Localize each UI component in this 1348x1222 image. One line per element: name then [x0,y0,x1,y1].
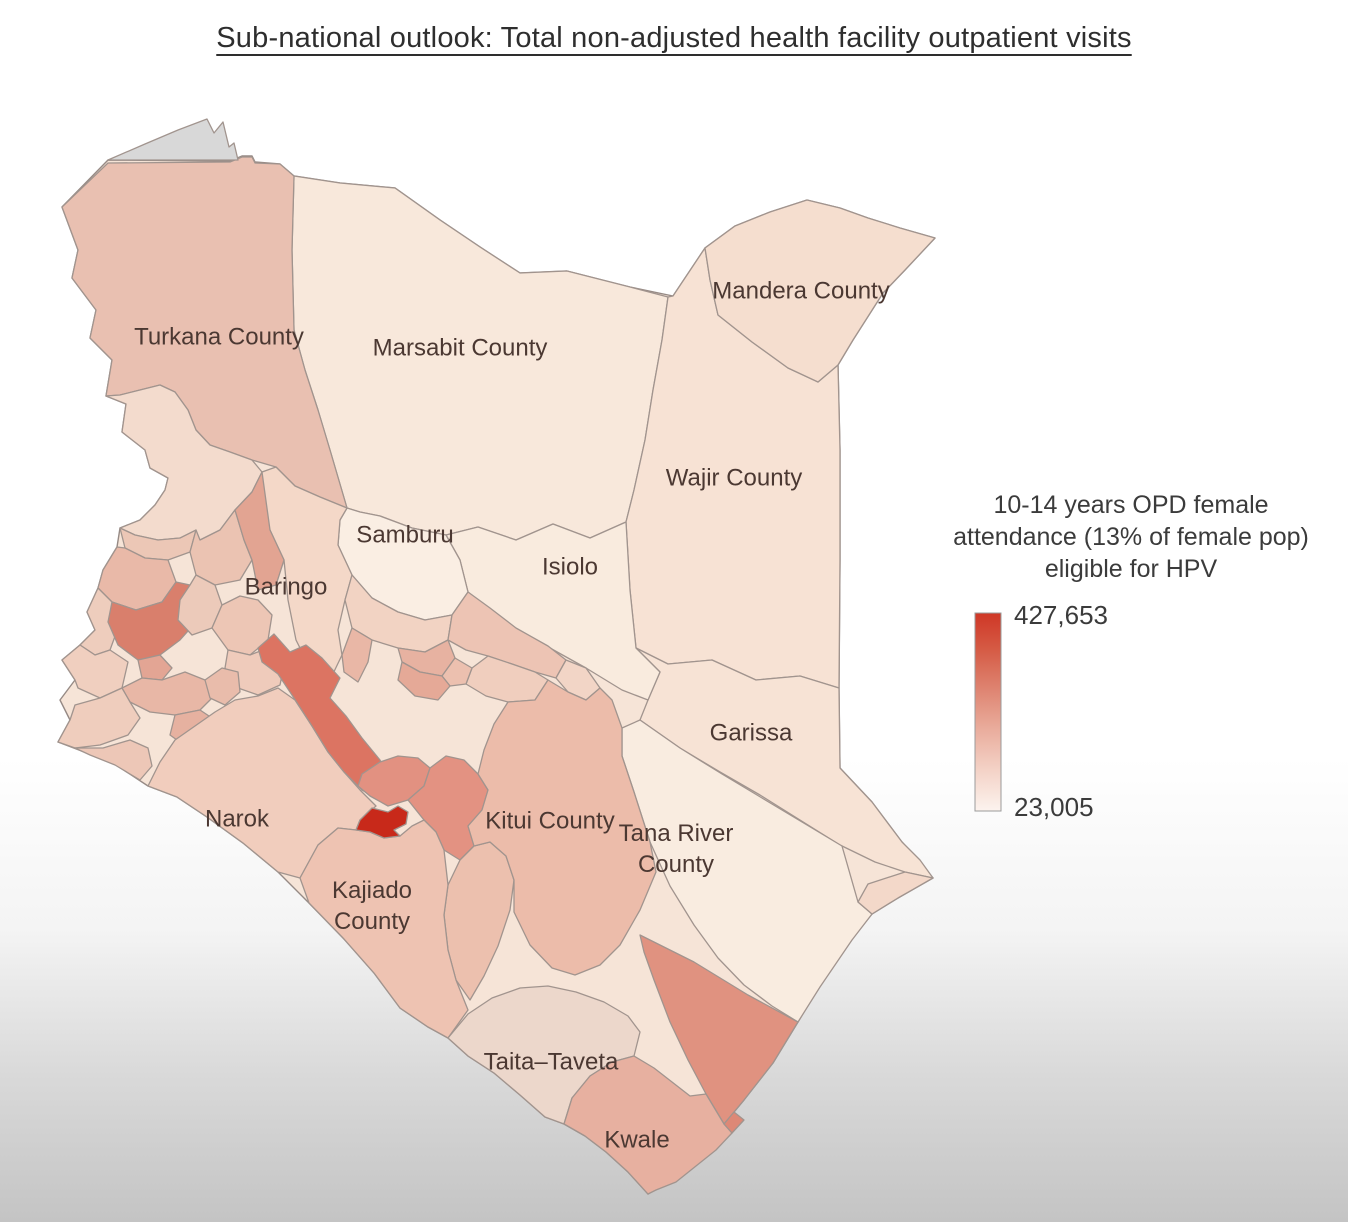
county-shape-nyamira [204,667,241,706]
county-shape-marsabit [291,175,669,541]
county-shape-kajiado [299,819,469,1039]
county-shape-muranga [397,661,451,701]
county-shape-vihiga [137,654,173,681]
page-title: Sub-national outlook: Total non-adjusted… [216,22,1132,54]
county-shape-nairobi [355,805,409,839]
county-shape-tana-river [621,719,873,1023]
county-shape-lamu [857,871,934,915]
county-shape-homa-bay [57,687,141,749]
legend-max-value: 427,653 [1014,600,1108,630]
county-shape-elgeyo-marakwet [234,471,285,591]
county-shape-siaya [61,644,129,699]
county-shape-kitui [467,679,657,976]
county-shape-nyandarua [341,627,373,683]
legend-title: 10-14 years OPD female attendance (13% o… [953,491,1309,583]
county-shape-mandera [704,199,936,383]
county-shape-narok [147,687,377,879]
legend-colorbar [974,612,1002,812]
county-shape-embu [465,655,549,703]
county-shape-migori [74,739,153,781]
county-shape-mombasa [723,1111,745,1134]
county-shape-kwale [563,1055,733,1195]
legend-min-value: 23,005 [1014,792,1094,822]
disputed-area-shape [107,118,239,161]
